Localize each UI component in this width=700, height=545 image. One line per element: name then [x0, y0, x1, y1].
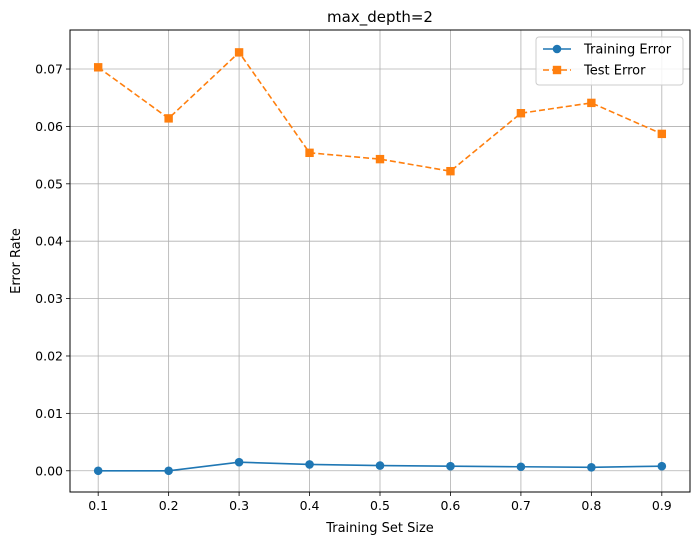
y-tick-label: 0.02	[35, 348, 63, 363]
data-point	[305, 148, 314, 158]
y-axis-label: Error Rate	[9, 228, 24, 294]
y-tick-label: 0.03	[35, 291, 63, 306]
y-tick-label: 0.01	[35, 406, 63, 421]
grid	[70, 30, 690, 492]
x-tick-label: 0.7	[511, 498, 531, 513]
legend-marker	[552, 65, 562, 75]
legend-label: Test Error	[583, 64, 646, 79]
data-point	[657, 129, 667, 139]
x-tick-label: 0.3	[229, 498, 249, 513]
series-test-error	[93, 48, 667, 176]
x-tick-label: 0.4	[300, 498, 320, 513]
data-point	[446, 166, 455, 176]
data-point	[234, 48, 244, 57]
legend: Training Error Test Error	[535, 36, 684, 86]
data-point	[516, 109, 526, 118]
legend-marker	[552, 44, 562, 54]
y-tick-label: 0.04	[35, 234, 63, 249]
data-point	[305, 460, 314, 469]
x-tick-label: 0.1	[88, 498, 108, 513]
chart-title: max_depth=2	[327, 8, 433, 27]
plot-series	[93, 48, 667, 476]
x-tick-label: 0.8	[581, 498, 601, 513]
x-tick-label: 0.9	[652, 498, 672, 513]
data-point	[516, 462, 526, 472]
data-point	[164, 466, 173, 476]
data-point	[446, 461, 455, 471]
x-tick-label: 0.6	[441, 498, 461, 513]
data-point	[375, 154, 385, 164]
data-point	[587, 463, 596, 472]
series-training-error	[93, 457, 667, 476]
y-tick-label: 0.00	[35, 463, 63, 478]
x-tick-label: 0.2	[159, 498, 179, 513]
data-point	[657, 461, 667, 471]
data-point	[93, 466, 103, 476]
y-tick-label: 0.07	[35, 62, 63, 77]
data-point	[375, 461, 385, 470]
data-point	[164, 114, 173, 123]
series-line	[97, 51, 663, 173]
data-point	[234, 457, 244, 467]
x-axis-label: Training Set Size	[325, 521, 434, 536]
data-point	[93, 63, 103, 72]
data-point	[587, 98, 596, 108]
y-tick-label: 0.05	[35, 176, 63, 191]
legend-box	[535, 36, 684, 86]
x-tick-label: 0.5	[370, 498, 390, 513]
legend-label: Training Error	[583, 43, 672, 58]
y-tick-label: 0.06	[35, 119, 63, 134]
axis-ticks: 0.1 0.2 0.3 0.4 0.5 0.6 0.7 0.8 0.9 0.00 0.01 0.02 0…	[35, 62, 672, 513]
